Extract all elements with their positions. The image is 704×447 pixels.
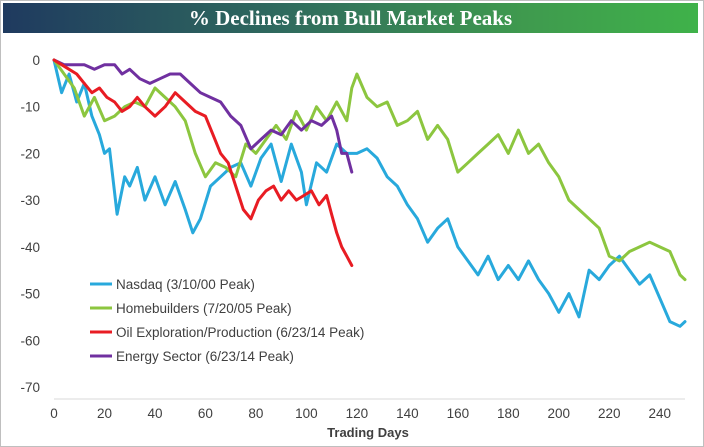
y-tick-label: -10 [20, 100, 40, 115]
y-tick-label: -20 [20, 146, 40, 161]
legend-label: Homebuilders (7/20/05 Peak) [116, 301, 292, 316]
y-tick-label: -50 [20, 287, 40, 302]
legend: Nasdaq (3/10/00 Peak) Homebuilders (7/20/… [90, 277, 364, 364]
x-tick-label: 220 [598, 406, 621, 421]
y-tick-label: -40 [20, 240, 40, 255]
y-axis: 0 -10 -20 -30 -40 -50 -60 -70 [20, 53, 40, 395]
x-tick-label: 80 [248, 406, 263, 421]
x-tick-label: 240 [648, 406, 671, 421]
x-tick-label: 140 [396, 406, 419, 421]
legend-label: Energy Sector (6/23/14 Peak) [116, 349, 294, 364]
x-tick-label: 60 [198, 406, 213, 421]
series-line-energy [52, 58, 354, 174]
series-line-homebuilders [52, 58, 687, 282]
x-axis: 0 20 40 60 80 100 120 140 160 180 200 220 240 [50, 398, 685, 421]
x-tick-label: 200 [548, 406, 571, 421]
series-line-oil [52, 58, 354, 267]
chart-title: % Declines from Bull Market Peaks [3, 3, 698, 33]
y-tick-label: -30 [20, 193, 40, 208]
y-tick-label: -70 [20, 380, 40, 395]
x-tick-label: 160 [447, 406, 470, 421]
x-tick-label: 180 [497, 406, 520, 421]
series-lines [52, 58, 687, 328]
x-tick-label: 120 [346, 406, 369, 421]
x-tick-label: 0 [50, 406, 58, 421]
x-tick-label: 100 [295, 406, 318, 421]
y-tick-label: 0 [32, 53, 40, 68]
x-tick-label: 20 [97, 406, 112, 421]
x-tick-label: 40 [147, 406, 162, 421]
y-tick-label: -60 [20, 333, 40, 348]
legend-label: Oil Exploration/Production (6/23/14 Peak… [116, 325, 364, 340]
x-axis-label: Trading Days [327, 425, 409, 440]
legend-label: Nasdaq (3/10/00 Peak) [116, 277, 255, 292]
